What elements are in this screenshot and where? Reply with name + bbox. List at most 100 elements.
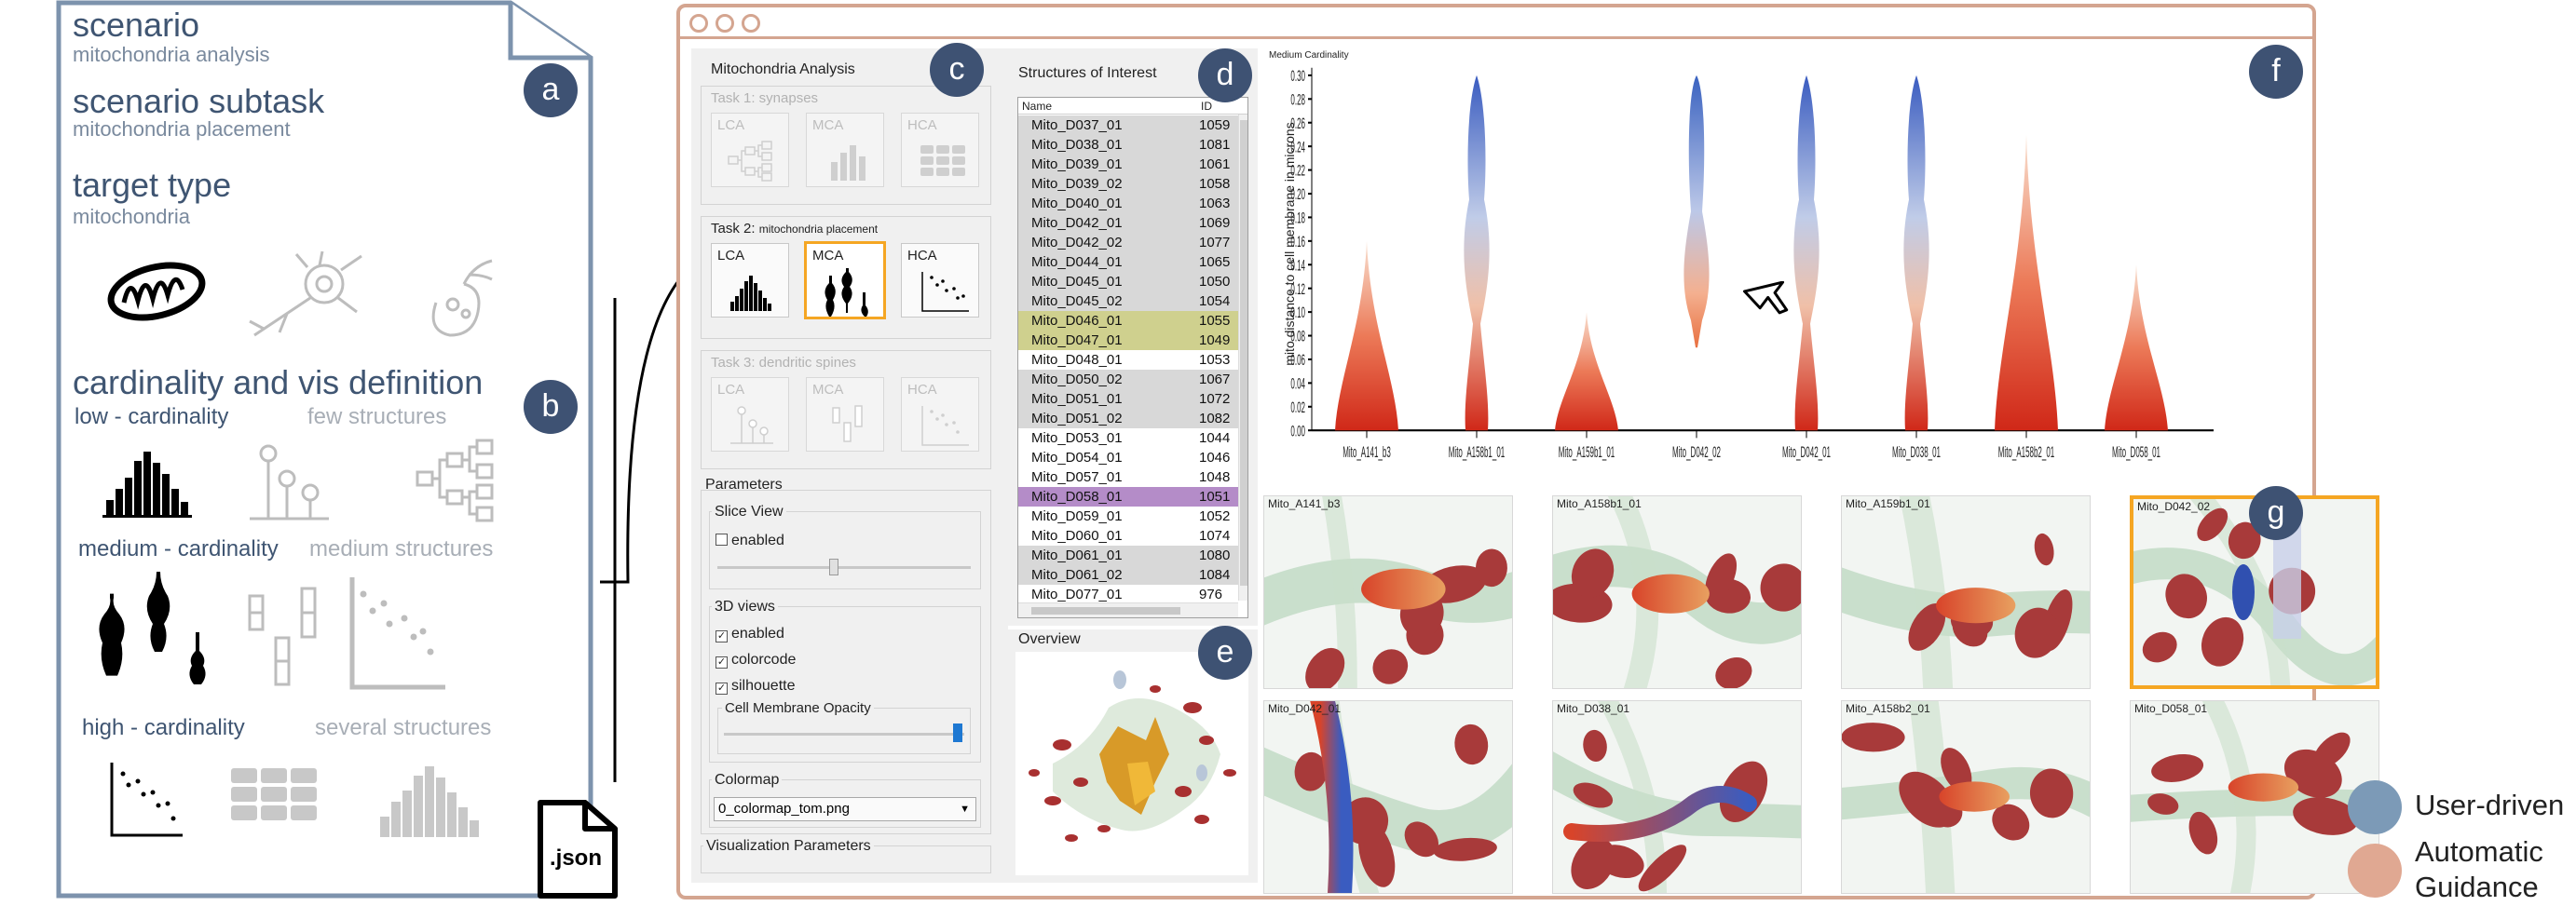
badge-a: a	[524, 63, 578, 117]
synapse-icon	[431, 259, 493, 337]
colormap-select[interactable]: 0_colormap_tom.png ▼	[714, 797, 976, 821]
window-minimize-button[interactable]	[716, 14, 734, 33]
3d-views-title: 3D views	[712, 599, 778, 615]
table-row[interactable]: Mito_D051_02 1082	[1018, 409, 1238, 428]
vis-params-group[interactable]: Visualization Parameters	[701, 838, 991, 873]
y-tick-label: 0.00	[1290, 422, 1305, 439]
structure-thumbnail[interactable]: Mito_D042_01	[1263, 700, 1513, 894]
task3-hca-button[interactable]: HCA	[901, 377, 979, 452]
opacity-slider-track[interactable]	[724, 733, 964, 736]
colormap-title: Colormap	[712, 772, 783, 789]
table-row[interactable]: Mito_D039_02 1058	[1018, 174, 1238, 194]
table-horizontal-scrollbar[interactable]	[1018, 602, 1238, 617]
table-row[interactable]: Mito_D042_01 1069	[1018, 213, 1238, 233]
x-tick-label: Mito_D038_01	[1892, 443, 1941, 461]
task1-lca-button[interactable]: LCA	[711, 113, 789, 187]
column-header-name[interactable]: Name	[1022, 100, 1053, 113]
table-row[interactable]: Mito_D060_01 1074	[1018, 526, 1238, 546]
slice-slider-track[interactable]	[717, 566, 971, 569]
slice-slider-handle[interactable]	[829, 559, 838, 575]
table-row[interactable]: Mito_D047_01 1049	[1018, 331, 1238, 350]
structure-name-cell: Mito_D054_01	[1031, 450, 1123, 466]
structure-thumbnail[interactable]: Mito_A158b2_01	[1841, 700, 2091, 894]
table-row[interactable]: Mito_D077_01 976	[1018, 585, 1238, 604]
table-row[interactable]: Mito_D039_01 1061	[1018, 155, 1238, 174]
3d-enabled-checkbox[interactable]: ✓ enabled	[716, 626, 784, 642]
colorcode-checkbox[interactable]: ✓ colorcode	[716, 652, 796, 669]
structure-id-cell: 1050	[1199, 274, 1231, 290]
table-row[interactable]: Mito_D057_01 1048	[1018, 467, 1238, 487]
structure-id-cell: 1067	[1199, 372, 1231, 387]
slice-view-enabled-checkbox[interactable]: enabled	[716, 533, 784, 549]
column-header-id[interactable]: ID	[1201, 100, 1212, 113]
table-row[interactable]: Mito_D061_02 1084	[1018, 565, 1238, 585]
y-tick-label: 0.10	[1290, 304, 1305, 321]
violin-0[interactable]	[1335, 240, 1398, 431]
table-row[interactable]: Mito_D038_01 1081	[1018, 135, 1238, 155]
low-cardinality-label: low - cardinality	[75, 404, 229, 429]
thumbnail-3d-render	[1553, 496, 1801, 688]
violin-chart[interactable]: 0.00 0.02 0.04 0.06 0.08 0.10 0.12 0.14 0.16 0.18…	[1260, 41, 2312, 464]
structure-thumbnail[interactable]: Mito_A159b1_01	[1841, 495, 2091, 689]
violin-4[interactable]	[1793, 74, 1820, 431]
window-close-button[interactable]	[689, 14, 708, 33]
overview-3d-render[interactable]	[1015, 652, 1248, 875]
thumbnail-3d-render	[1842, 496, 2090, 688]
table-row[interactable]: Mito_D037_01 1059	[1018, 115, 1238, 135]
violin-5[interactable]	[1903, 74, 1929, 431]
task2-lca-button[interactable]: LCA	[711, 243, 789, 318]
violin-7[interactable]	[2105, 264, 2168, 431]
table-row[interactable]: Mito_D045_01 1050	[1018, 272, 1238, 291]
task1-hca-button[interactable]: HCA	[901, 113, 979, 187]
task2-hca-button[interactable]: HCA	[901, 243, 979, 318]
table-row[interactable]: Mito_D053_01 1044	[1018, 428, 1238, 448]
table-row[interactable]: Mito_D044_01 1065	[1018, 252, 1238, 272]
structure-id-cell: 1052	[1199, 508, 1231, 524]
bar-chart-icon	[831, 145, 865, 181]
silhouette-checkbox[interactable]: ✓ silhouette	[716, 678, 796, 695]
structure-id-cell: 1080	[1199, 548, 1231, 563]
table-row[interactable]: Mito_D054_01 1046	[1018, 448, 1238, 467]
task1-mca-button[interactable]: MCA	[806, 113, 884, 187]
violin-2[interactable]	[1555, 312, 1618, 431]
parameters-title: Parameters	[702, 477, 785, 494]
task2-mca-button[interactable]: MCA	[804, 241, 886, 319]
table-row[interactable]: Mito_D045_02 1054	[1018, 291, 1238, 311]
opacity-slider-handle[interactable]	[953, 723, 962, 742]
window-maximize-button[interactable]	[742, 14, 760, 33]
hscrollbar-thumb[interactable]	[1031, 607, 1180, 615]
thumbnail-3d-render	[1842, 701, 2090, 893]
table-row[interactable]: Mito_D050_02 1067	[1018, 370, 1238, 389]
violin-3[interactable]	[1683, 74, 1710, 348]
task2-title-prefix: Task 2:	[711, 221, 756, 237]
table-row[interactable]: Mito_D042_02 1077	[1018, 233, 1238, 252]
table-row[interactable]: Mito_D046_01 1055	[1018, 311, 1238, 331]
task3-lca-button[interactable]: LCA	[711, 377, 789, 452]
table-vertical-scrollbar[interactable]	[1238, 115, 1247, 601]
structure-id-cell: 1069	[1199, 215, 1231, 231]
subtask-heading: scenario subtask	[73, 82, 325, 120]
table-row[interactable]: Mito_D051_01 1072	[1018, 389, 1238, 409]
structure-thumbnail[interactable]: Mito_D038_01	[1552, 700, 1802, 894]
scrollbar-thumb[interactable]	[1240, 120, 1247, 586]
structure-thumbnail[interactable]: Mito_A141_b3	[1263, 495, 1513, 689]
table-row[interactable]: Mito_D040_01 1063	[1018, 194, 1238, 213]
structure-id-cell: 1051	[1199, 489, 1231, 505]
structure-thumbnail[interactable]: Mito_A158b1_01	[1552, 495, 1802, 689]
badge-g: g	[2249, 486, 2303, 540]
task3-hca-label: HCA	[907, 382, 937, 398]
user-driven-legend-label: User-driven	[2415, 789, 2565, 821]
structure-name-cell: Mito_D060_01	[1031, 528, 1123, 544]
violin-6[interactable]	[1995, 134, 2058, 431]
violin-1[interactable]	[1464, 74, 1490, 431]
table-row[interactable]: Mito_D058_01 1051	[1018, 487, 1238, 507]
task3-title: Task 3: dendritic spines	[711, 355, 856, 371]
table-row[interactable]: Mito_D048_01 1053	[1018, 350, 1238, 370]
table-row[interactable]: Mito_D059_01 1052	[1018, 507, 1238, 526]
structure-name-cell: Mito_D061_01	[1031, 548, 1123, 563]
table-icon	[231, 768, 317, 820]
structure-id-cell: 1082	[1199, 411, 1231, 426]
structure-thumbnail[interactable]: Mito_D058_01	[2130, 700, 2379, 894]
table-row[interactable]: Mito_D061_01 1080	[1018, 546, 1238, 565]
task3-mca-button[interactable]: MCA	[806, 377, 884, 452]
